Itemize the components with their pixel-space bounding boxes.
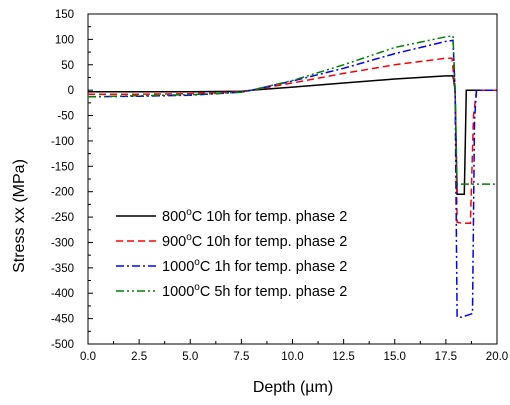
y-tick-label: 100: [55, 34, 74, 46]
y-tick-label: -150: [51, 161, 74, 173]
x-tick-label: 20.0: [486, 351, 508, 363]
tick-marks: 0.0 2.5 5.0 7.5 10.0 12.5 15.0 17.5 20.0 150 100 50…: [51, 9, 508, 363]
legend-label-3: 1000oC 1h for temp. phase 2: [162, 257, 347, 275]
y-tick-label: 150: [55, 9, 74, 21]
legend-label-1: 800oC 10h for temp. phase 2: [162, 207, 347, 225]
x-tick-label: 2.5: [131, 351, 147, 363]
legend: 800oC 10h for temp. phase 2 900oC 10h for…: [116, 207, 347, 300]
y-tick-label: -400: [51, 288, 74, 300]
y-tick-label: 0: [68, 85, 74, 97]
y-tick-label: -100: [51, 136, 74, 148]
series-line-3: [87, 39, 497, 318]
series-line-4: [87, 34, 497, 185]
y-tick-label: -250: [51, 212, 74, 224]
y-tick-label: 50: [61, 60, 74, 72]
y-tick-label: -200: [51, 187, 74, 199]
y-tick-label: -500: [51, 339, 74, 351]
x-tick-label: 15.0: [384, 351, 406, 363]
series-line-2: [88, 57, 497, 224]
y-tick-label: -300: [51, 237, 74, 249]
x-tick-label: 0.0: [80, 351, 96, 363]
y-tick-label: -350: [51, 263, 74, 275]
legend-label-2: 900oC 10h for temp. phase 2: [162, 232, 347, 250]
x-tick-label: 5.0: [182, 351, 198, 363]
x-tick-label: 7.5: [233, 351, 249, 363]
x-tick-label: 17.5: [435, 351, 457, 363]
series-line-1: [88, 75, 497, 195]
y-tick-label: -450: [51, 314, 74, 326]
legend-label-4: 1000oC 5h for temp. phase 2: [162, 282, 347, 300]
y-axis-title: Stress xx (MPa): [11, 159, 28, 273]
y-tick-label: -50: [57, 111, 74, 123]
x-tick-label: 12.5: [332, 351, 354, 363]
series-lines: [87, 34, 497, 318]
x-tick-label: 10.0: [281, 351, 303, 363]
x-axis-title: Depth (µm): [253, 379, 333, 396]
